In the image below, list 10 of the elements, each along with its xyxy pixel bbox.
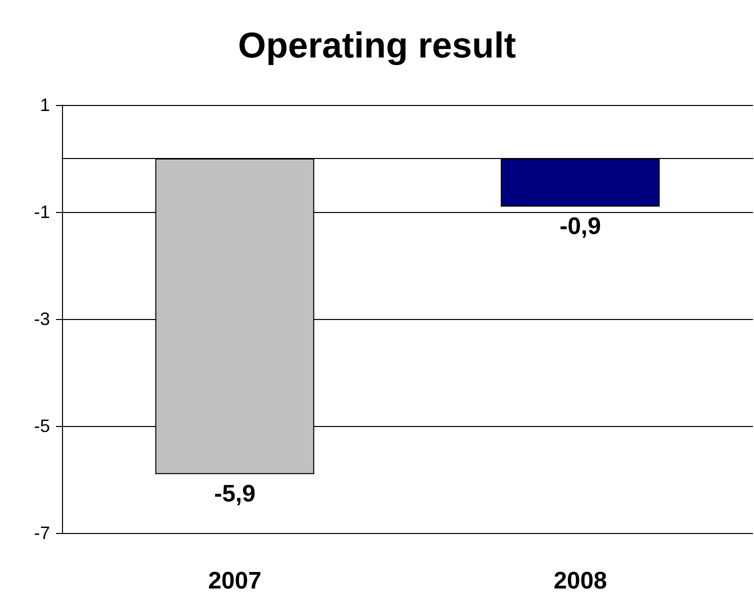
y-tick-label: -3 (34, 309, 50, 329)
y-tick-label: 1 (40, 95, 50, 115)
y-tick-label: -5 (34, 416, 50, 436)
data-label: -0,9 (560, 213, 601, 240)
x-tick-label: 2008 (554, 568, 607, 594)
y-tick-label: -1 (34, 202, 50, 222)
chart-title: Operating result (238, 24, 516, 66)
data-label: -5,9 (214, 480, 256, 508)
x-tick-label: 2007 (208, 568, 262, 594)
y-tick-label: -7 (34, 523, 50, 543)
